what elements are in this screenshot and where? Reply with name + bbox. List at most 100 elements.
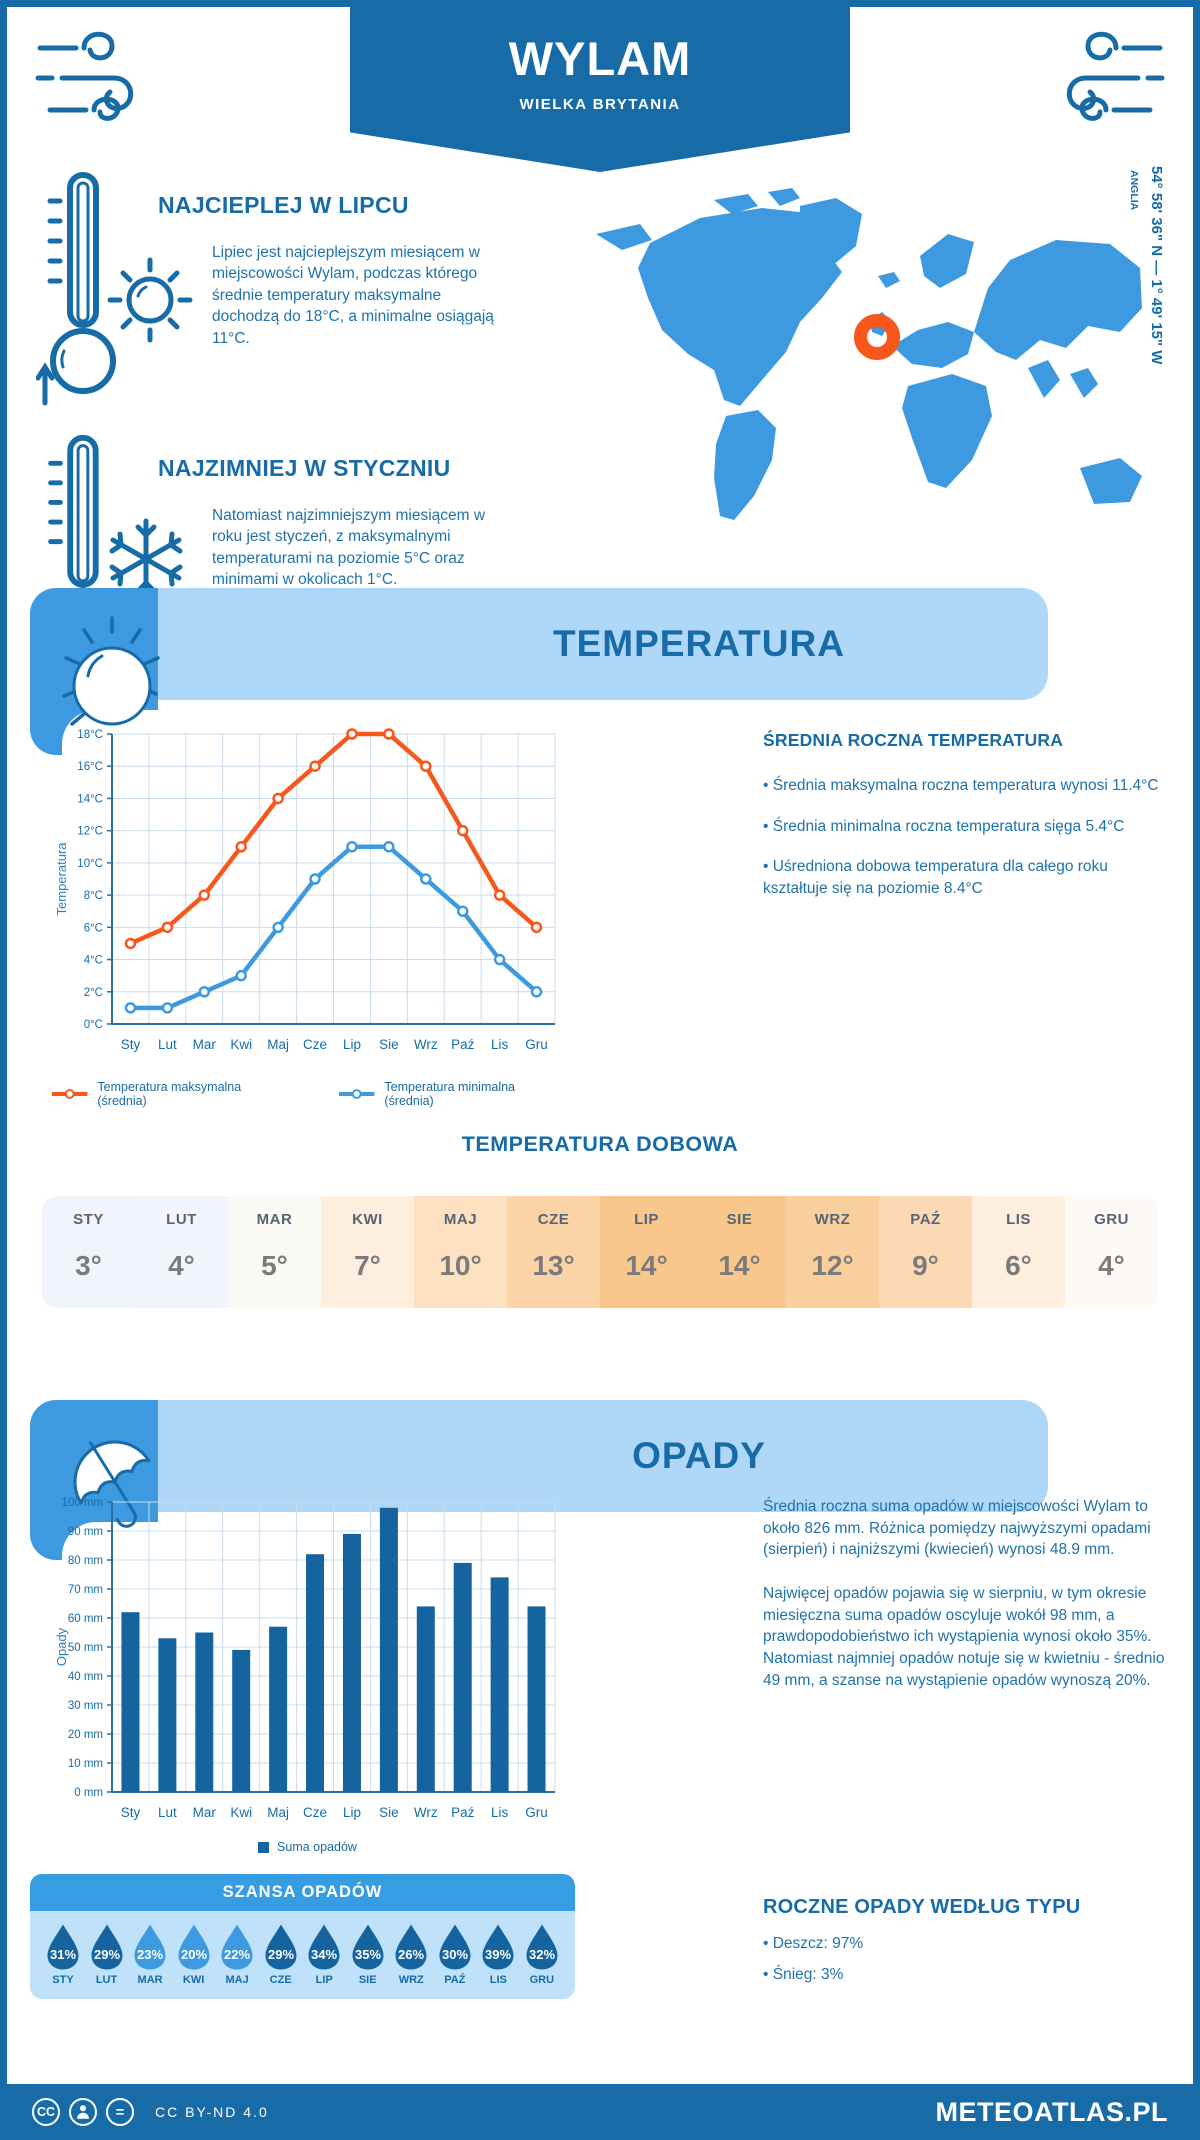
raindrop-icon: 29% — [91, 1924, 123, 1970]
thermometer-up-icon — [36, 165, 126, 410]
month-header-cell: LIP — [600, 1196, 693, 1242]
license-badges: CC = CC BY-ND 4.0 — [32, 2098, 269, 2126]
svg-text:20%: 20% — [181, 1947, 207, 1962]
legend-item: Temperatura maksymalna (średnia) — [50, 1080, 291, 1108]
umbrella-icon — [50, 1412, 180, 1557]
raindrop-icon: 34% — [308, 1924, 340, 1970]
svg-text:23%: 23% — [137, 1947, 163, 1962]
temperature-banner — [30, 588, 1048, 700]
precipitation-title: OPADY — [632, 1435, 766, 1476]
drop-column: 34% LIP — [305, 1923, 343, 1986]
warmest-heading: NAJCIEPLEJ W LIPCU — [158, 192, 409, 218]
month-header-cell: WRZ — [786, 1196, 879, 1242]
daily-temperature-heading: TEMPERATURA DOBOWA — [461, 1132, 739, 1156]
data-point — [272, 792, 284, 805]
title-ribbon: WYLAM WIELKA BRYTANIA — [350, 7, 850, 172]
svg-text:32%: 32% — [529, 1947, 555, 1962]
bar — [379, 1507, 398, 1792]
svg-text:Sty: Sty — [121, 1805, 141, 1820]
raindrop-icon: 39% — [482, 1924, 514, 1970]
location-marker — [854, 314, 900, 360]
svg-text:22%: 22% — [224, 1947, 250, 1962]
data-point — [383, 841, 395, 853]
precipitation-paragraph: Najwięcej opadów pojawia się w sierpniu,… — [763, 1585, 1165, 1689]
drop-month-label: KWI — [182, 1974, 205, 1986]
raindrop-icon: 32% — [526, 1924, 558, 1970]
svg-text:0 mm: 0 mm — [74, 1787, 103, 1799]
drop-month-label: LIP — [315, 1974, 333, 1986]
data-point — [530, 921, 543, 934]
svg-text:14°C: 14°C — [77, 793, 103, 805]
precipitation-types-heading: ROCZNE OPADY WEDŁUG TYPU — [763, 1896, 1081, 1918]
month-header-cell: MAJ — [414, 1196, 507, 1242]
precipitation-type-bullet: Deszcz: 97% — [763, 1933, 1165, 1955]
annual-bullet: Średnia maksymalna roczna temperatura wy… — [763, 775, 1165, 797]
drop-column: 29% LUT — [88, 1923, 126, 1986]
raindrop-icon: 20% — [178, 1924, 210, 1970]
raindrop-icon: 23% — [134, 1924, 166, 1970]
svg-text:60 mm: 60 mm — [68, 1613, 103, 1625]
coldest-heading: NAJZIMNIEJ W STYCZNIU — [158, 455, 451, 481]
svg-text:Maj: Maj — [267, 1805, 289, 1820]
raindrop-icon: 26% — [395, 1924, 427, 1970]
coldest-text: Natomiast najzimniejszym miesiącem w rok… — [212, 507, 486, 589]
precipitation-banner — [30, 1400, 1048, 1512]
data-point — [309, 873, 321, 885]
svg-text:40 mm: 40 mm — [68, 1671, 103, 1683]
no-derivatives-icon: = — [106, 2098, 134, 2126]
month-header-cell: CZE — [507, 1196, 600, 1242]
month-header-cell: SIE — [693, 1196, 786, 1242]
annual-temperature-heading: ŚREDNIA ROCZNA TEMPERATURA — [763, 730, 1064, 750]
data-point — [198, 889, 211, 901]
drop-column: 26% WRZ — [392, 1923, 430, 1986]
svg-text:Lut: Lut — [158, 1037, 177, 1052]
bar — [232, 1649, 251, 1792]
drop-column: 22% MAJ — [218, 1923, 256, 1986]
month-header-cell: KWI — [321, 1196, 414, 1242]
page-border — [0, 0, 7, 2140]
drop-month-label: SIE — [358, 1974, 377, 1986]
svg-text:Lip: Lip — [343, 1805, 361, 1820]
precipitation-bar-chart: 0 mm 10 mm 20 mm 30 mm 40 mm 50 mm 60 mm 70 mm 8… — [50, 1492, 565, 1837]
month-header-cell: MAR — [228, 1196, 321, 1242]
svg-text:0°C: 0°C — [84, 1019, 103, 1031]
data-point — [493, 889, 506, 901]
svg-text:30%: 30% — [442, 1947, 468, 1962]
bar — [490, 1577, 509, 1792]
drop-month-label: MAJ — [225, 1974, 249, 1986]
snowflake-icon — [102, 515, 190, 603]
drop-column: 20% KWI — [175, 1923, 213, 1986]
data-point — [124, 937, 137, 950]
temperature-value-cell: 9° — [879, 1242, 972, 1308]
bar — [527, 1606, 546, 1792]
svg-text:Lis: Lis — [491, 1805, 509, 1820]
temperature-value-cell: 7° — [321, 1242, 414, 1308]
svg-text:Sie: Sie — [379, 1805, 399, 1820]
svg-text:Gru: Gru — [525, 1805, 548, 1820]
svg-text:8°C: 8°C — [84, 890, 103, 902]
svg-text:Cze: Cze — [303, 1037, 327, 1052]
raindrop-icon: 35% — [352, 1924, 384, 1970]
data-point — [346, 728, 358, 740]
svg-text:Paź: Paź — [451, 1805, 475, 1820]
sun-banner-icon — [52, 606, 172, 746]
precipitation-types-column: ROCZNE OPADY WEDŁUG TYPU Deszcz: 97% Śni… — [763, 1896, 1165, 2004]
svg-text:Cze: Cze — [303, 1805, 327, 1820]
temperature-value-cell: 5° — [228, 1242, 321, 1308]
precipitation-type-bullet: Śnieg: 3% — [763, 1964, 1165, 1986]
continents — [596, 188, 1142, 520]
legend-item: Temperatura minimalna (średnia) — [337, 1080, 565, 1108]
temperature-value-cell: 4° — [135, 1242, 228, 1308]
temperature-value-cell: 6° — [972, 1242, 1065, 1308]
svg-text:Lip: Lip — [343, 1037, 361, 1052]
precipitation-paragraph: Średnia roczna suma opadów w miejscowośc… — [763, 1498, 1151, 1559]
annual-temperature-column: ŚREDNIA ROCZNA TEMPERATURA Średnia maksy… — [763, 730, 1165, 919]
svg-text:10 mm: 10 mm — [68, 1758, 103, 1770]
bar — [342, 1533, 361, 1792]
attribution-person-icon — [69, 2098, 97, 2126]
precipitation-chance-box: SZANSA OPADÓW 31% STY 29% LUT 23% MAR 20% KWI 22… — [30, 1874, 575, 1999]
svg-text:80 mm: 80 mm — [68, 1555, 103, 1567]
month-header-cell: LUT — [135, 1196, 228, 1242]
svg-text:Mar: Mar — [193, 1805, 217, 1820]
